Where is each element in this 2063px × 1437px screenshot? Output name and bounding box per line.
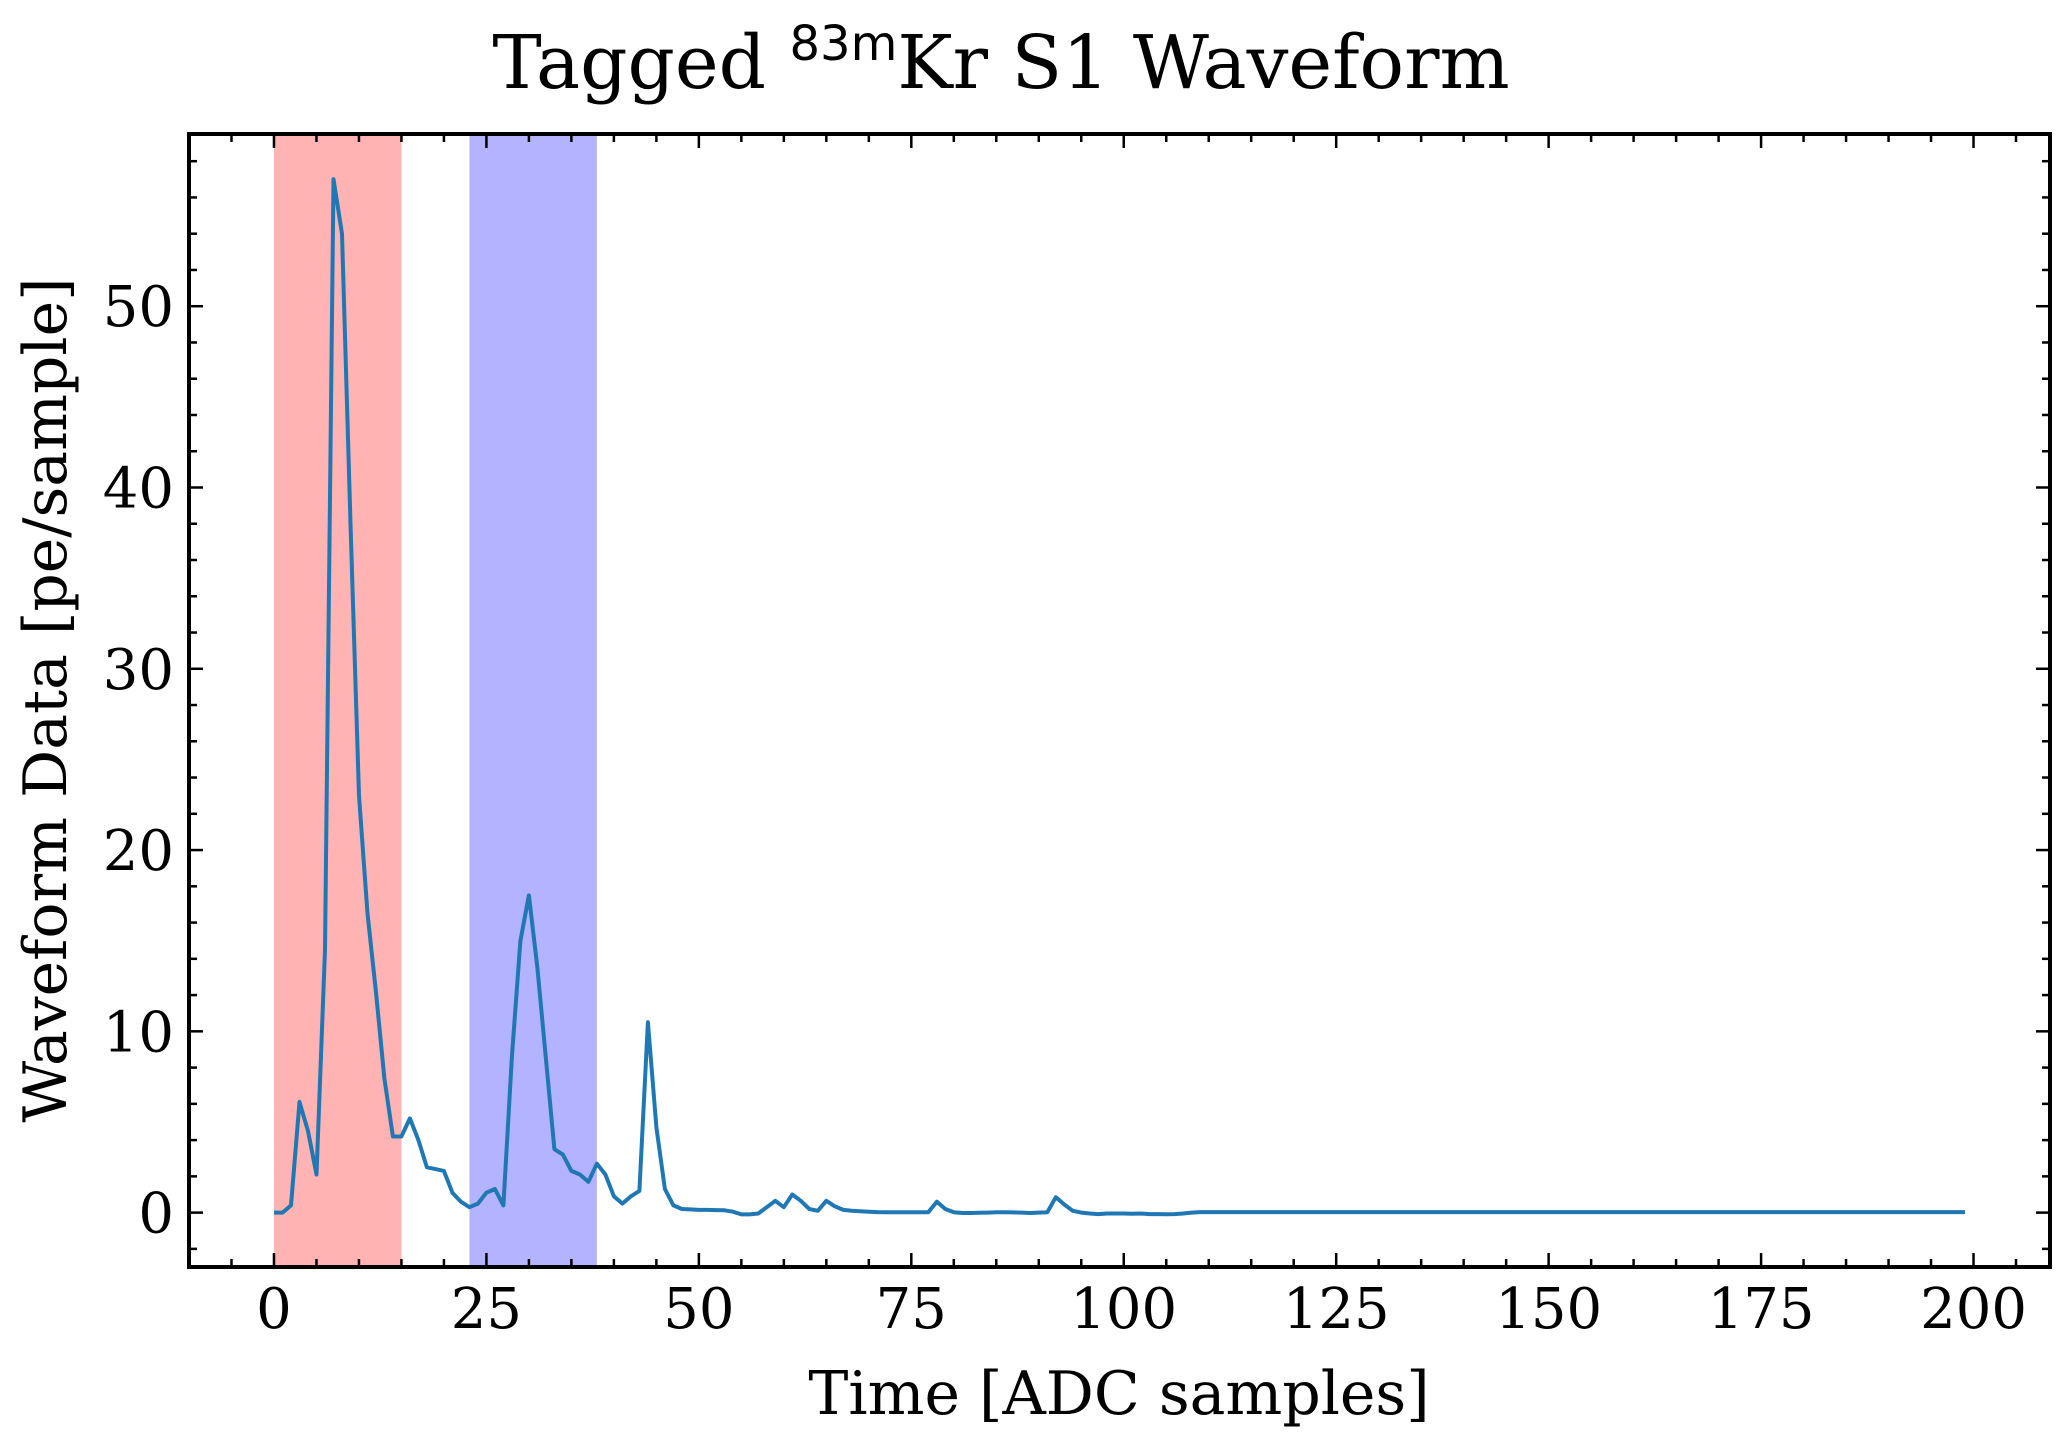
x-tick-label: 125 bbox=[1283, 1277, 1390, 1342]
y-tick-label: 30 bbox=[103, 638, 174, 703]
x-tick-labels: 0 25 50 75 100 125 150 175 200 bbox=[256, 1277, 2027, 1342]
plot-frame bbox=[187, 132, 2052, 1269]
y-tick-label: 50 bbox=[103, 275, 174, 340]
shaded-region-1 bbox=[273, 134, 402, 1267]
x-tick-label: 200 bbox=[1920, 1277, 2027, 1342]
series-layer bbox=[274, 177, 1965, 1217]
axis-ticks bbox=[189, 134, 2050, 1267]
series-line-1 bbox=[274, 177, 1965, 1217]
chart-title-prefix: Tagged bbox=[492, 20, 789, 106]
y-tick-label: 0 bbox=[138, 1182, 174, 1247]
x-tick-label: 150 bbox=[1495, 1277, 1602, 1342]
x-tick-label: 50 bbox=[663, 1277, 734, 1342]
x-tick-label: 0 bbox=[256, 1277, 292, 1342]
y-tick-labels: 0 10 20 30 40 50 bbox=[103, 275, 174, 1246]
chart-title-superscript: 83m bbox=[790, 16, 898, 72]
chart-title-suffix: Kr S1 Waveform bbox=[897, 20, 1509, 106]
x-axis-label: Time [ADC samples] bbox=[808, 1359, 1429, 1429]
shaded-regions bbox=[273, 134, 597, 1267]
chart-title: Tagged 83mKr S1 Waveform bbox=[492, 16, 1509, 106]
y-axis-label: Waveform Data [pe/sample] bbox=[11, 278, 81, 1123]
y-tick-label: 40 bbox=[103, 456, 174, 521]
x-tick-label: 75 bbox=[876, 1277, 947, 1342]
shaded-region-2 bbox=[469, 134, 597, 1267]
x-tick-label: 175 bbox=[1708, 1277, 1815, 1342]
y-tick-label: 10 bbox=[103, 1000, 174, 1065]
x-tick-label: 25 bbox=[451, 1277, 522, 1342]
y-tick-label: 20 bbox=[103, 819, 174, 884]
x-tick-label: 100 bbox=[1070, 1277, 1177, 1342]
